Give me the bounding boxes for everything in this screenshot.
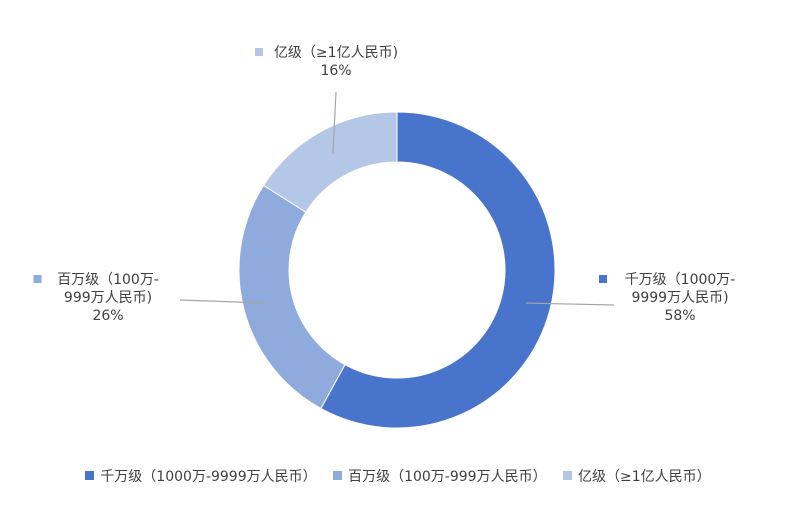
donut-slice <box>320 111 556 429</box>
donut-slice <box>262 111 398 213</box>
legend-label: 千万级（1000万-9999万人民币） <box>100 469 317 485</box>
data-label-swatch <box>255 48 263 56</box>
donut-slices <box>238 111 556 429</box>
data-label: 百万级（100万-999万人民币) 26% <box>57 272 159 324</box>
leader-line <box>525 302 615 306</box>
donut-slice <box>238 184 346 410</box>
legend-item-tier-1m: 百万级（100万-999万人民币） <box>333 466 547 486</box>
data-label-swatch <box>599 275 607 283</box>
legend: 千万级（1000万-9999万人民币） 百万级（100万-999万人民币） 亿级… <box>0 466 796 486</box>
legend-swatch <box>85 471 95 480</box>
data-label: 千万级（1000万-9999万人民币) 58% <box>625 272 736 324</box>
legend-swatch <box>333 471 343 480</box>
data-label: 亿级（≥1亿人民币) 16% <box>274 45 398 79</box>
leader-lines <box>179 91 615 306</box>
legend-item-tier-100m: 亿级（≥1亿人民币） <box>563 466 711 486</box>
legend-swatch <box>563 471 573 480</box>
legend-item-tier-10m: 千万级（1000万-9999万人民币） <box>85 466 317 486</box>
data-labels: 千万级（1000万-9999万人民币) 58% 百万级（100万-999万人民币) 2… <box>33 45 736 324</box>
leader-line <box>332 91 337 154</box>
data-label-swatch <box>33 275 42 283</box>
legend-label: 百万级（100万-999万人民币） <box>348 469 547 485</box>
leader-line <box>179 299 269 304</box>
legend-label: 亿级（≥1亿人民币） <box>578 469 711 485</box>
